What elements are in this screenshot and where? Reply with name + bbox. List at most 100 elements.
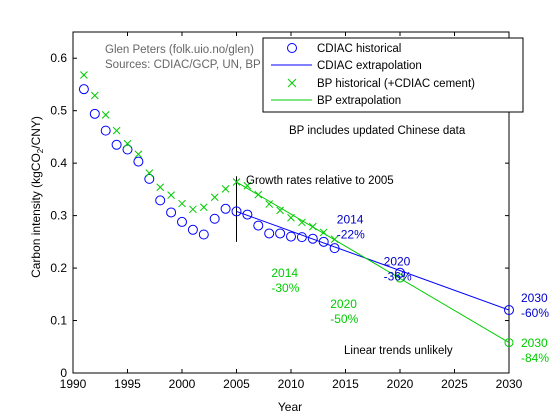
bp-point	[243, 181, 252, 190]
x-tick-label: 1995	[114, 377, 141, 391]
author-note: Glen Peters (folk.uio.no/glen)	[105, 44, 254, 56]
cdiac-point	[187, 224, 198, 235]
extrapolation-point	[395, 267, 405, 278]
bp-point	[123, 139, 132, 148]
cdiac-point	[253, 220, 264, 231]
legend-bp-hist-marker	[287, 78, 297, 88]
x-tick-label: 2015	[332, 377, 359, 391]
cdiac-point	[111, 139, 122, 150]
legend-cdiac-hist-marker	[287, 43, 297, 53]
bp-point	[101, 111, 110, 119]
extrapolation-line-3	[236, 181, 510, 344]
x-tick-label: 2000	[169, 377, 196, 391]
bp-point	[287, 213, 295, 222]
cdiac-point	[144, 173, 155, 184]
bp-point	[156, 183, 165, 192]
y-axis-label: Carbon intensity (kgCO2/CNY)	[29, 116, 45, 278]
growth-rate-labels: 2014-22%2014-30%2020-36%2020-50%2030-60%…	[271, 212, 549, 364]
cdiac-point	[122, 144, 133, 155]
y-tick-label: 0.6	[50, 51, 67, 65]
growth-label-value: -50%	[330, 312, 358, 326]
sources-note: Sources: CDIAC/GCP, UN, BP	[105, 59, 261, 71]
growth-label-value: -22%	[337, 227, 365, 241]
legend-bp-extrap-label: BP extrapolation	[317, 95, 401, 107]
cdiac-point	[177, 216, 187, 227]
cdiac-point	[286, 231, 296, 242]
x-tick-label: 2020	[387, 377, 414, 391]
x-tick-label: 2010	[278, 377, 305, 391]
y-tick-label: 0.5	[50, 104, 67, 118]
extrapolation-point	[395, 273, 405, 283]
growth-label-year: 2020	[384, 254, 411, 268]
x-tick-label: 1990	[60, 377, 87, 391]
growth-label-year: 2014	[271, 266, 298, 280]
cdiac-point	[318, 236, 329, 247]
extrapolation-point	[504, 338, 514, 348]
y-tick-label: 0.3	[50, 209, 67, 223]
bp-point	[80, 71, 88, 79]
x-tick-label: 2025	[441, 377, 468, 391]
cdiac-point	[133, 156, 144, 167]
bp-point	[199, 203, 208, 212]
extrapolation-lines	[236, 181, 510, 344]
bp-point	[221, 185, 230, 193]
bp-point	[178, 199, 186, 208]
cdiac-point	[166, 207, 177, 218]
bp-point	[319, 228, 328, 237]
linear-note: Linear trends unlikely	[344, 345, 453, 357]
legend-cdiac-extrap-label: CDIAC extrapolation	[317, 60, 422, 72]
bp-point	[134, 150, 143, 159]
growth-label-value: -60%	[521, 306, 549, 320]
bp-point	[189, 205, 197, 214]
cdiac-point	[209, 213, 220, 224]
growth-label-year: 2030	[521, 336, 548, 350]
growth-label-value: -84%	[521, 351, 549, 365]
growth-label-year: 2030	[521, 291, 548, 305]
bp-point	[308, 222, 317, 231]
bp-point	[298, 218, 306, 227]
cdiac-point	[296, 232, 307, 243]
bp-note: BP includes updated Chinese data	[289, 125, 466, 137]
bp-point	[210, 193, 219, 202]
growth-label-value: -36%	[384, 269, 412, 283]
extrapolation-point	[504, 305, 514, 316]
growth-label-year: 2020	[330, 297, 357, 311]
bp-point	[330, 235, 339, 244]
bp-point	[265, 200, 274, 208]
cdiac-point	[329, 243, 340, 254]
y-tick-label: 0.4	[50, 156, 67, 170]
x-tick-label: 2005	[223, 377, 250, 391]
legend: CDIAC historical CDIAC extrapolation BP …	[262, 37, 524, 113]
cdiac-point	[100, 125, 111, 136]
legend-bp-hist-label: BP historical (+CDIAC cement)	[317, 78, 475, 90]
annotations: Glen Peters (folk.uio.no/glen) Sources: …	[105, 44, 466, 357]
y-tick-label: 0.1	[50, 314, 67, 328]
bp-point	[167, 191, 175, 200]
cdiac-point	[78, 84, 89, 95]
bp-point	[276, 206, 284, 215]
growth-label-year: 2014	[337, 212, 364, 226]
cdiac-point	[198, 229, 209, 240]
cdiac-point	[155, 195, 166, 206]
cdiac-point	[264, 228, 275, 239]
data-points	[78, 71, 514, 348]
cdiac-point	[307, 233, 318, 244]
cdiac-point	[220, 203, 231, 214]
growth-title: Growth rates relative to 2005	[246, 175, 394, 187]
bp-point	[254, 190, 263, 199]
y-tick-label: 0	[60, 366, 67, 380]
extrapolation-line-1	[236, 210, 510, 311]
bp-point	[145, 169, 154, 177]
legend-cdiac-hist-label: CDIAC historical	[317, 43, 401, 55]
cdiac-point	[89, 108, 100, 119]
bp-point	[232, 178, 241, 186]
x-axis-label: Year	[278, 400, 302, 414]
cdiac-point	[231, 206, 242, 217]
cdiac-point	[275, 228, 286, 239]
bp-point	[90, 91, 99, 100]
growth-label-value: -30%	[271, 281, 299, 295]
y-tick-label: 0.2	[50, 261, 67, 275]
bp-point	[112, 126, 121, 135]
axes: 1990 1995 2000 2005 2010 2015 2020 2025 2030 0 0.1…	[50, 31, 523, 391]
